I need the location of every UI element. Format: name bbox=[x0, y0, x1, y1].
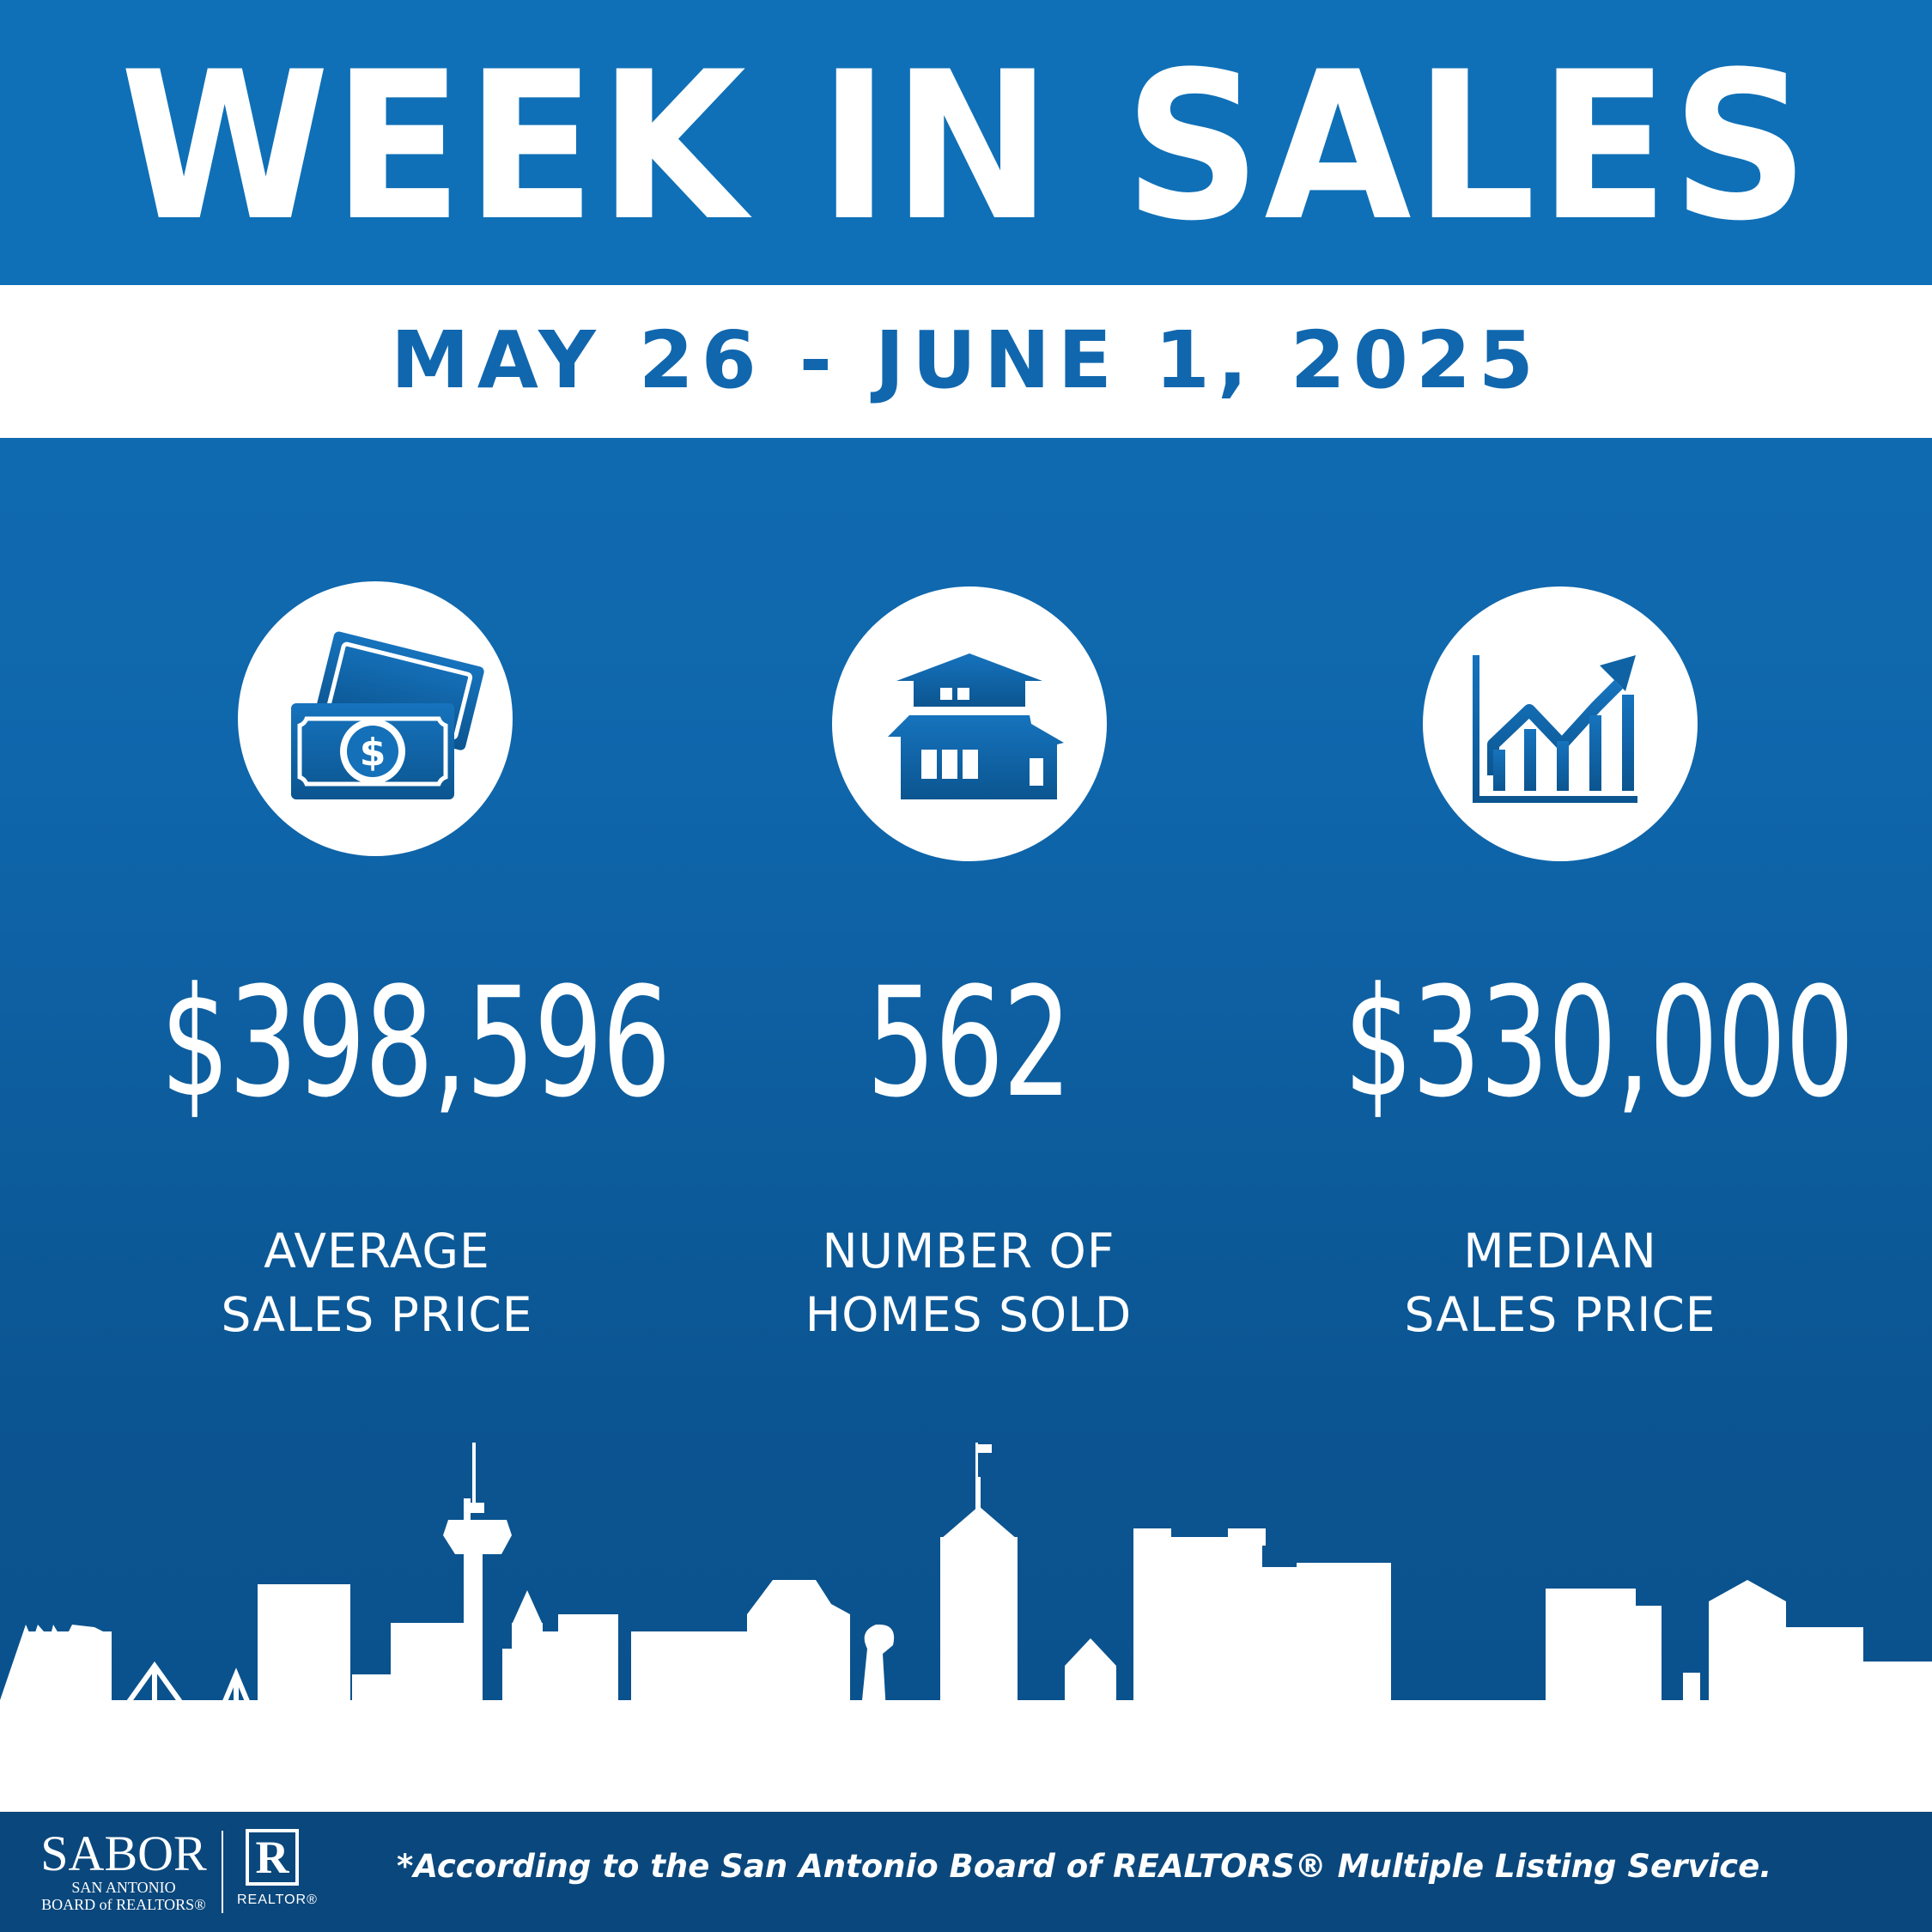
house-icon bbox=[832, 586, 1107, 861]
footer-band bbox=[0, 1812, 1932, 1932]
label-line: SALES PRICE bbox=[221, 1287, 533, 1342]
average-sales-price-label: AVERAGE SALES PRICE bbox=[76, 1219, 677, 1346]
svg-text:$: $ bbox=[360, 731, 386, 775]
page-title: WEEK IN SALES bbox=[119, 28, 1813, 266]
label-line: NUMBER OF bbox=[822, 1224, 1115, 1279]
sabor-logo: SABOR SAN ANTONIO BOARD of REALTORS® bbox=[38, 1829, 210, 1915]
realtor-logo: R REALTOR® bbox=[237, 1829, 319, 1915]
growth-chart-icon bbox=[1423, 586, 1698, 861]
header-band bbox=[0, 0, 1932, 285]
sabor-logo-subtitle: SAN ANTONIO bbox=[71, 1879, 176, 1896]
label-line: SALES PRICE bbox=[1404, 1287, 1716, 1342]
sabor-logo-mark: SABOR bbox=[40, 1826, 207, 1881]
median-sales-price-label: MEDIAN SALES PRICE bbox=[1260, 1219, 1861, 1346]
realtor-logo-mark: R bbox=[246, 1829, 299, 1886]
homes-sold-label: NUMBER OF HOMES SOLD bbox=[668, 1219, 1269, 1346]
date-band bbox=[0, 285, 1932, 438]
money-icon: $ bbox=[238, 581, 513, 856]
logo-divider bbox=[222, 1831, 223, 1913]
label-line: AVERAGE bbox=[264, 1224, 490, 1279]
sabor-logo-subtitle: BOARD of REALTORS® bbox=[41, 1896, 206, 1913]
date-range: MAY 26 - JUNE 1, 2025 bbox=[391, 314, 1541, 406]
realtor-logo-text: REALTOR® bbox=[237, 1893, 318, 1907]
label-line: MEDIAN bbox=[1463, 1224, 1657, 1279]
homes-sold-value: 562 bbox=[866, 955, 1072, 1131]
source-footnote: *According to the San Antonio Board of R… bbox=[397, 1848, 1772, 1885]
average-sales-price-value: $398,596 bbox=[160, 955, 671, 1131]
label-line: HOMES SOLD bbox=[805, 1287, 1133, 1342]
median-sales-price-value: $330,000 bbox=[1344, 955, 1855, 1131]
city-skyline-illustration bbox=[0, 1443, 1932, 1814]
